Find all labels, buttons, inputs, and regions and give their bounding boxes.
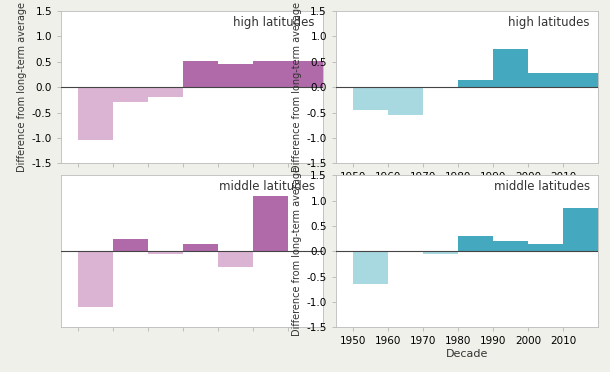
Y-axis label: Difference from long-term average: Difference from long-term average — [292, 2, 303, 172]
Y-axis label: Difference from long-term average: Difference from long-term average — [18, 2, 27, 172]
Bar — [458, 236, 493, 251]
Text: middle latitudes: middle latitudes — [494, 180, 590, 193]
Bar — [148, 251, 183, 254]
Bar — [218, 64, 253, 87]
Bar — [183, 61, 218, 87]
Bar — [528, 74, 563, 87]
Bar — [288, 61, 323, 87]
Bar — [528, 244, 563, 251]
Bar — [113, 239, 148, 251]
Bar — [389, 87, 423, 115]
Bar — [353, 87, 389, 110]
Bar — [423, 251, 458, 254]
Y-axis label: Difference from long-term average: Difference from long-term average — [292, 166, 303, 336]
Bar — [253, 196, 288, 251]
Bar — [563, 208, 598, 251]
Text: high latitudes: high latitudes — [509, 16, 590, 29]
X-axis label: Decade: Decade — [446, 185, 488, 195]
Text: middle latitudes: middle latitudes — [219, 180, 315, 193]
Bar — [253, 61, 288, 87]
Bar — [218, 251, 253, 267]
Bar — [353, 251, 389, 284]
Bar — [113, 87, 148, 102]
Bar — [183, 244, 218, 251]
Text: high latitudes: high latitudes — [234, 16, 315, 29]
Bar — [458, 80, 493, 87]
Bar — [79, 251, 113, 307]
Bar — [148, 87, 183, 97]
Bar — [493, 241, 528, 251]
Bar — [493, 49, 528, 87]
Bar — [563, 74, 598, 87]
X-axis label: Decade: Decade — [446, 349, 488, 359]
Bar — [79, 87, 113, 140]
